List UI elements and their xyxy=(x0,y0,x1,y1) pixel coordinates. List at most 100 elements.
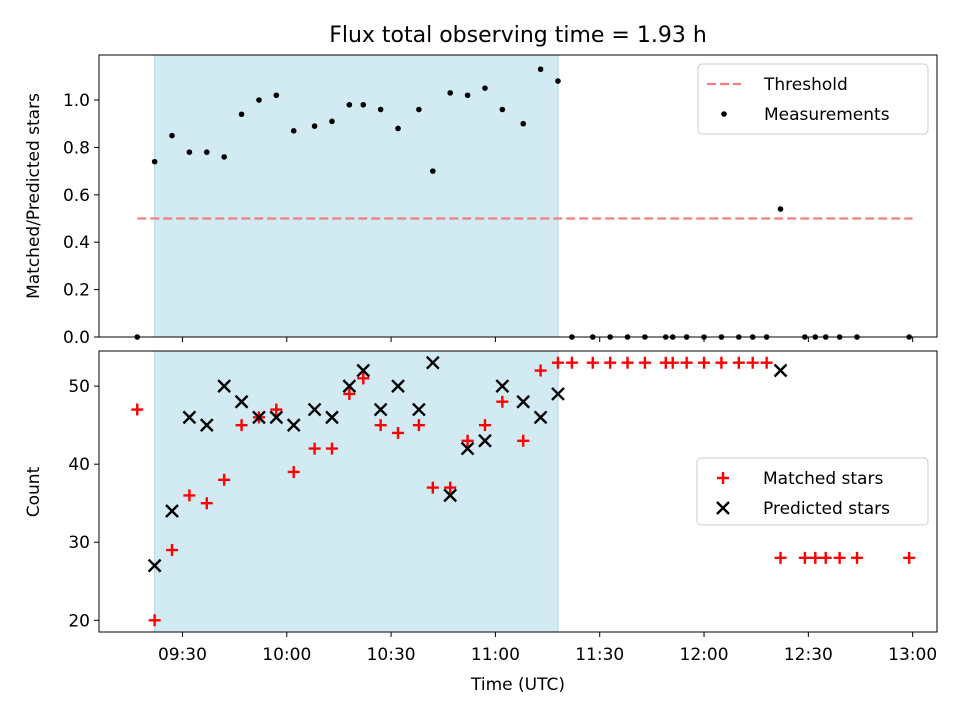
data-point xyxy=(374,419,387,432)
figure-title: Flux total observing time = 1.93 h xyxy=(329,23,707,48)
data-point xyxy=(819,551,832,564)
x-tick-label: 09:30 xyxy=(158,645,207,665)
series-measurements xyxy=(134,66,912,340)
x-tick-label: 12:30 xyxy=(784,645,833,665)
data-point xyxy=(342,379,357,393)
data-point xyxy=(604,356,617,369)
y-tick-label: 20 xyxy=(68,611,90,631)
series-matched-stars xyxy=(131,356,916,627)
axes-frame xyxy=(98,54,938,338)
data-point xyxy=(218,473,231,486)
data-point xyxy=(343,387,356,400)
legend-swatch xyxy=(721,111,727,117)
data-point xyxy=(851,551,864,564)
data-point xyxy=(286,418,301,433)
data-point xyxy=(444,481,457,494)
data-point xyxy=(426,481,439,494)
data-point xyxy=(308,442,321,455)
y-tick-label: 1.0 xyxy=(63,91,90,111)
data-point xyxy=(520,120,527,127)
data-point xyxy=(377,106,384,113)
data-point xyxy=(447,90,453,96)
data-point xyxy=(235,419,248,432)
legend-label: Predicted stars xyxy=(763,499,890,519)
data-point xyxy=(252,410,266,425)
y-tick-label: 0.0 xyxy=(63,328,90,348)
data-point xyxy=(217,379,232,393)
y-tick-label: 0.4 xyxy=(63,233,90,253)
data-point xyxy=(698,356,711,369)
data-point xyxy=(256,97,262,103)
x-tick-label: 13:00 xyxy=(888,645,937,665)
data-point xyxy=(270,403,283,416)
series-predicted-stars xyxy=(147,355,788,573)
data-point xyxy=(166,544,179,557)
data-point xyxy=(151,158,158,165)
legend: Threshold Measurements xyxy=(697,63,929,135)
data-point xyxy=(496,395,509,408)
observing-window-band xyxy=(154,350,559,633)
legend-swatch xyxy=(717,472,729,484)
legend-swatch xyxy=(716,501,730,515)
data-point xyxy=(148,614,161,627)
axes-ratio: 0.0 0.2 0.4 0.6 0.8 1.0 Matched/Predicted star… xyxy=(24,54,938,348)
data-point xyxy=(425,355,440,370)
data-point xyxy=(537,66,544,73)
legend-label: Threshold xyxy=(763,75,848,95)
data-point xyxy=(412,402,426,417)
data-point xyxy=(516,394,531,409)
legend-box xyxy=(697,63,929,135)
data-point xyxy=(360,101,367,108)
y-axis-label: Matched/Predicted stars xyxy=(24,93,44,299)
data-point xyxy=(147,558,162,573)
data-point xyxy=(586,356,599,369)
data-point xyxy=(395,125,401,132)
y-tick-label: 0.2 xyxy=(63,281,90,301)
data-point xyxy=(478,419,491,432)
x-tick-label: 10:30 xyxy=(367,645,416,665)
data-point xyxy=(773,363,788,378)
data-point xyxy=(533,410,548,425)
x-tick-label: 11:00 xyxy=(471,645,520,665)
data-point xyxy=(460,441,475,456)
data-point xyxy=(287,465,300,478)
data-point xyxy=(200,497,213,510)
data-point xyxy=(464,92,471,99)
data-point xyxy=(325,442,338,455)
data-point xyxy=(234,394,249,409)
data-point xyxy=(715,356,728,369)
data-point xyxy=(169,132,175,139)
data-point xyxy=(746,356,759,369)
data-point xyxy=(774,551,787,564)
data-point xyxy=(182,410,197,425)
data-point xyxy=(430,168,436,174)
data-point xyxy=(680,356,693,369)
data-point xyxy=(833,551,846,564)
axes-count: 20 30 40 50 09:30 10:00 10:30 11:00 11:30 12:00 12… xyxy=(24,350,938,695)
data-point xyxy=(517,434,530,447)
data-point xyxy=(777,206,784,212)
data-point xyxy=(392,426,405,439)
data-point xyxy=(373,402,388,417)
data-point xyxy=(183,489,196,502)
observing-window-band xyxy=(154,54,559,338)
x-tick-label: 12:00 xyxy=(680,645,729,665)
data-point xyxy=(221,154,227,160)
data-point xyxy=(534,364,547,377)
data-point xyxy=(238,111,245,118)
data-point xyxy=(269,410,284,425)
data-point xyxy=(551,356,564,369)
data-point xyxy=(495,379,510,393)
axes-frame xyxy=(98,350,938,633)
y-tick-label: 0.8 xyxy=(63,138,90,158)
data-point xyxy=(666,356,679,369)
data-point xyxy=(131,403,144,416)
data-point xyxy=(329,118,335,125)
legend-label: Measurements xyxy=(764,105,890,125)
y-tick-label: 40 xyxy=(68,455,90,475)
legend: Matched stars Predicted stars xyxy=(696,457,929,526)
data-point xyxy=(551,387,565,401)
data-point xyxy=(186,149,193,155)
data-point xyxy=(638,356,651,369)
